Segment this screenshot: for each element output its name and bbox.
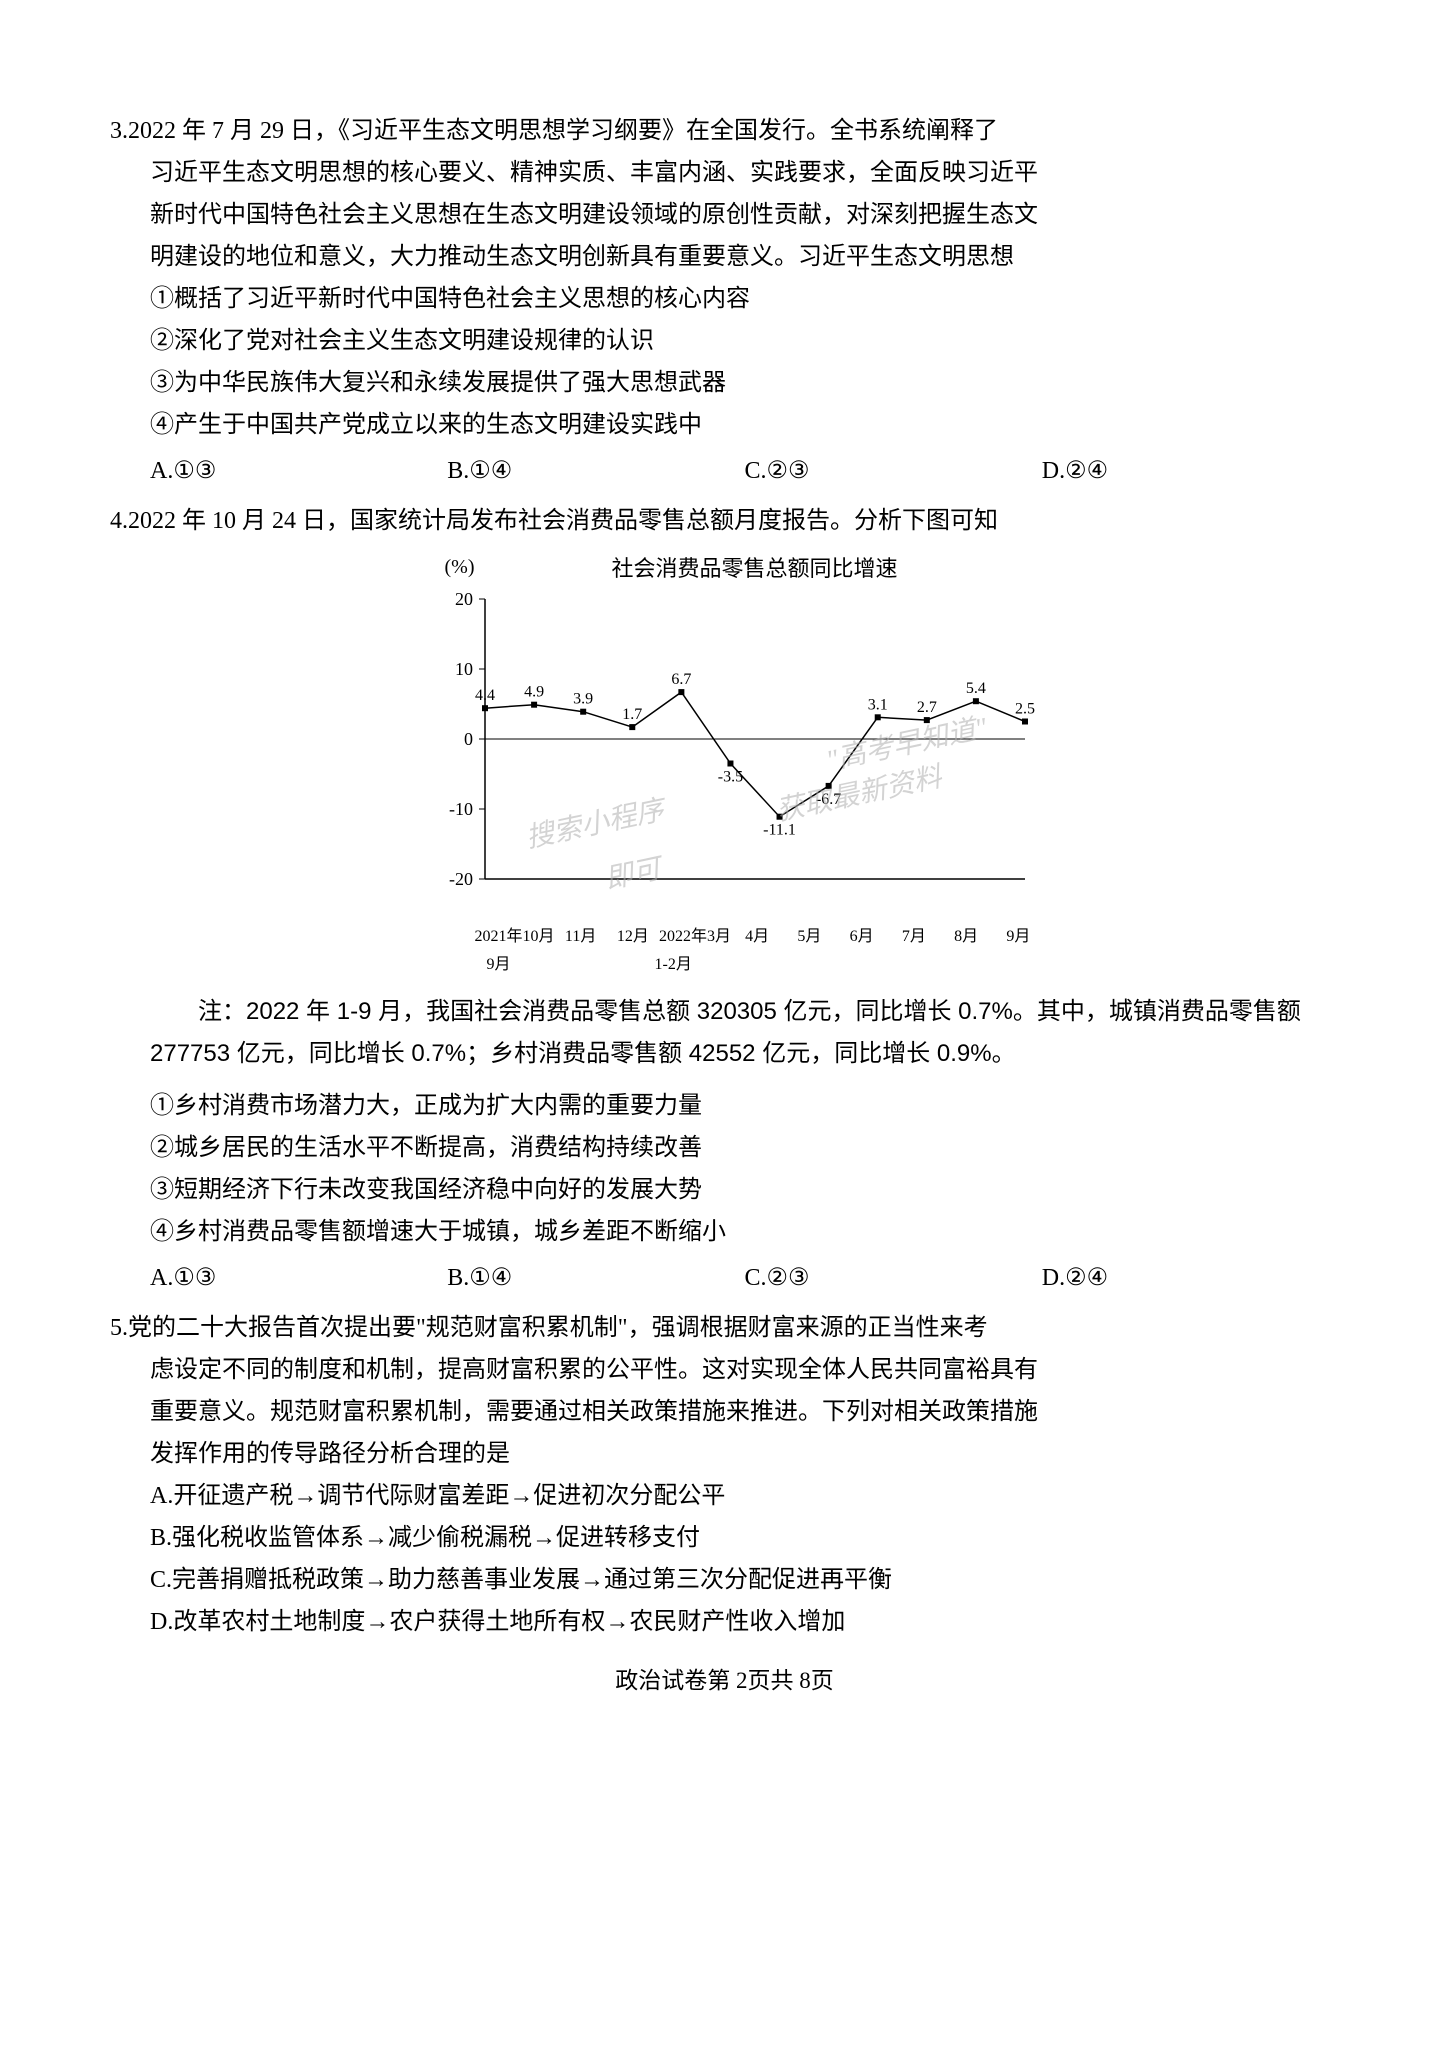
svg-text:0: 0 — [464, 729, 473, 749]
q4-option-d: D.②④ — [1042, 1257, 1339, 1299]
x-label: 6月 — [836, 923, 888, 951]
q3-l1: 2022 年 7 月 29 日，《习近平生态文明思想学习纲要》在全国发行。全书系… — [128, 118, 998, 144]
svg-text:4.4: 4.4 — [475, 687, 495, 704]
x-sublabel: 1-2月 — [655, 951, 692, 979]
svg-text:10: 10 — [455, 659, 473, 679]
q5-option-a: A.开征遗产税→调节代际财富差距→促进初次分配公平 — [110, 1475, 1339, 1517]
q5-option-c: C.完善捐赠抵税政策→助力慈善事业发展→通过第三次分配促进再平衡 — [110, 1559, 1339, 1601]
svg-text:-6.7: -6.7 — [815, 790, 840, 807]
svg-text:2.5: 2.5 — [1015, 700, 1035, 717]
q3-option-b: B.①④ — [447, 450, 744, 492]
q4-number: 4. — [110, 508, 128, 534]
q3-statement-1: ①概括了习近平新时代中国特色社会主义思想的核心内容 — [110, 278, 1339, 320]
chart-y-unit: (%) — [445, 550, 475, 585]
q3-stem: 3.2022 年 7 月 29 日，《习近平生态文明思想学习纲要》在全国发行。全… — [110, 110, 1339, 152]
question-4: 4.2022 年 10 月 24 日，国家统计局发布社会消费品零售总额月度报告。… — [110, 500, 1339, 1299]
q4-statement-4: ④乡村消费品零售额增速大于城镇，城乡差距不断缩小 — [110, 1211, 1339, 1253]
q3-statement-3: ③为中华民族伟大复兴和永续发展提供了强大思想武器 — [110, 362, 1339, 404]
svg-text:4.9: 4.9 — [524, 683, 544, 700]
q4-option-b: B.①④ — [447, 1257, 744, 1299]
q5-stem: 5.党的二十大报告首次提出要"规范财富积累机制"，强调根据财富来源的正当性来考 — [110, 1307, 1339, 1349]
x-label: 5月 — [783, 923, 835, 951]
svg-text:20: 20 — [455, 589, 473, 609]
x-label: 11月 — [555, 923, 607, 951]
q5-option-b: B.强化税收监管体系→减少偷税漏税→促进转移支付 — [110, 1517, 1339, 1559]
svg-text:-20: -20 — [449, 869, 473, 889]
page-footer: 政治试卷第 2页共 8页 — [110, 1661, 1339, 1701]
svg-text:3.1: 3.1 — [867, 696, 887, 713]
chart-svg: -20 -10 0 10 20 4.4 4.9 3.9 1.7 6.7 -3.5 -11.1 -6.7 3… — [405, 589, 1045, 909]
x-label: 12月 — [607, 923, 659, 951]
q4-options: A.①③ B.①④ C.②③ D.②④ — [110, 1257, 1339, 1299]
q3-l4: 明建设的地位和意义，大力推动生态文明创新具有重要意义。习近平生态文明思想 — [110, 236, 1339, 278]
q3-statement-4: ④产生于中国共产党成立以来的生态文明建设实践中 — [110, 404, 1339, 446]
x-label: 2022年3月 — [659, 923, 731, 951]
x-sublabel: 9月 — [475, 951, 523, 979]
q3-option-d: D.②④ — [1042, 450, 1339, 492]
q4-option-a: A.①③ — [150, 1257, 447, 1299]
q4-statement-1: ①乡村消费市场潜力大，正成为扩大内需的重要力量 — [110, 1085, 1339, 1127]
chart-x-labels: 2021年10月 11月 12月 2022年3月 4月 5月 6月 7月 8月 … — [405, 923, 1045, 951]
q5-option-d: D.改革农村土地制度→农户获得土地所有权→农民财产性收入增加 — [110, 1601, 1339, 1643]
q3-number: 3. — [110, 118, 128, 144]
q5-l4: 发挥作用的传导路径分析合理的是 — [110, 1433, 1339, 1475]
x-label: 9月 — [992, 923, 1044, 951]
q3-option-c: C.②③ — [745, 450, 1042, 492]
svg-text:-3.5: -3.5 — [717, 768, 742, 785]
svg-text:-11.1: -11.1 — [763, 821, 796, 838]
question-3: 3.2022 年 7 月 29 日，《习近平生态文明思想学习纲要》在全国发行。全… — [110, 110, 1339, 492]
q4-statement-3: ③短期经济下行未改变我国经济稳中向好的发展大势 — [110, 1169, 1339, 1211]
svg-text:5.4: 5.4 — [965, 680, 985, 697]
q3-options: A.①③ B.①④ C.②③ D.②④ — [110, 450, 1339, 492]
q4-l1: 2022 年 10 月 24 日，国家统计局发布社会消费品零售总额月度报告。分析… — [128, 508, 998, 534]
q4-option-c: C.②③ — [745, 1257, 1042, 1299]
q3-l3: 新时代中国特色社会主义思想在生态文明建设领域的原创性贡献，对深刻把握生态文 — [110, 194, 1339, 236]
svg-text:2.7: 2.7 — [916, 699, 936, 716]
question-5: 5.党的二十大报告首次提出要"规范财富积累机制"，强调根据财富来源的正当性来考 … — [110, 1307, 1339, 1643]
q3-l2: 习近平生态文明思想的核心要义、精神实质、丰富内涵、实践要求，全面反映习近平 — [110, 152, 1339, 194]
q3-statement-2: ②深化了党对社会主义生态文明建设规律的认识 — [110, 320, 1339, 362]
q5-l2: 虑设定不同的制度和机制，提高财富积累的公平性。这对实现全体人民共同富裕具有 — [110, 1349, 1339, 1391]
q4-statement-2: ②城乡居民的生活水平不断提高，消费结构持续改善 — [110, 1127, 1339, 1169]
q5-number: 5. — [110, 1315, 128, 1341]
q5-l3: 重要意义。规范财富积累机制，需要通过相关政策措施来推进。下列对相关政策措施 — [110, 1391, 1339, 1433]
x-label: 4月 — [731, 923, 783, 951]
x-label: 8月 — [940, 923, 992, 951]
chart-title: 社会消费品零售总额同比增速 — [465, 550, 1045, 589]
svg-text:1.7: 1.7 — [622, 706, 642, 723]
x-label: 2021年10月 — [475, 923, 555, 951]
svg-text:-10: -10 — [449, 799, 473, 819]
q4-note: 注：2022 年 1-9 月，我国社会消费品零售总额 320305 亿元，同比增… — [110, 991, 1339, 1075]
x-label: 7月 — [888, 923, 940, 951]
q3-option-a: A.①③ — [150, 450, 447, 492]
chart-x-sublabels: 9月 1-2月 — [405, 951, 1045, 979]
svg-text:6.7: 6.7 — [671, 671, 691, 688]
q4-stem: 4.2022 年 10 月 24 日，国家统计局发布社会消费品零售总额月度报告。… — [110, 500, 1339, 542]
q5-l1: 党的二十大报告首次提出要"规范财富积累机制"，强调根据财富来源的正当性来考 — [128, 1315, 988, 1341]
q4-chart: (%) 社会消费品零售总额同比增速 -20 -10 0 10 20 4.4 4.9 3.9 1.… — [405, 550, 1045, 979]
svg-text:3.9: 3.9 — [573, 690, 593, 707]
